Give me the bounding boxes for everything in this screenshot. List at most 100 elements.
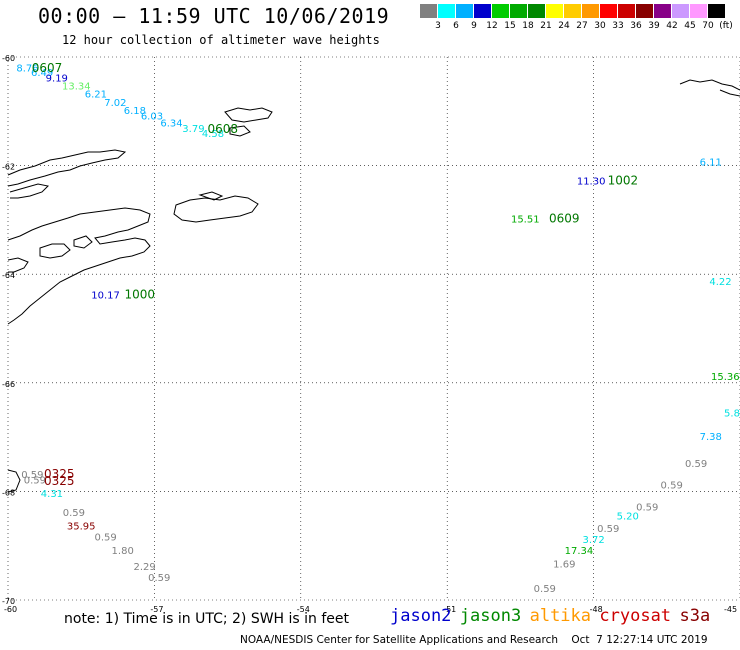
scale-swatch — [420, 4, 438, 18]
satellite-altika: altika — [529, 606, 592, 626]
scale-swatch — [636, 4, 654, 18]
swh-label: 4.31 — [41, 489, 63, 500]
swh-label: 9.19 — [46, 73, 68, 84]
swh-label: 0.59 — [636, 502, 658, 513]
lon-axis-label: -51 — [443, 605, 456, 614]
coast-segment — [7, 149, 127, 187]
footer-credit: NOAA/NESDIS Center for Satellite Applica… — [240, 634, 708, 646]
swh-label: 6.34 — [160, 119, 182, 130]
swh-label: 17.34 — [565, 546, 594, 557]
lat-axis-label: -62 — [2, 163, 15, 172]
lon-axis-label: -57 — [150, 605, 163, 614]
swh-label: 6.11 — [700, 158, 722, 169]
scale-swatch — [492, 4, 510, 18]
lat-axis-label: -70 — [2, 597, 15, 606]
swh-label: 7.02 — [104, 98, 126, 109]
coast-segment — [7, 469, 21, 493]
coastline — [7, 79, 740, 493]
satellite-cryosat: cryosat — [599, 606, 672, 626]
coast-segment — [9, 183, 50, 199]
swh-label: 8.76 — [16, 64, 38, 75]
swh-label: 3.79 — [182, 124, 204, 135]
swh-label: 6.49 — [31, 68, 53, 79]
swh-label: 0.59 — [24, 475, 46, 486]
scale-swatch — [582, 4, 600, 18]
lon-axis-label: -48 — [590, 605, 603, 614]
scale-swatch — [672, 4, 690, 18]
scale-label: 39 — [648, 21, 660, 31]
swh-label: 0.59 — [94, 532, 116, 543]
scale-swatch — [708, 4, 726, 18]
time-label: 1002 — [608, 174, 639, 188]
swh-label: 1.80 — [112, 546, 134, 557]
scale-label: 9 — [471, 21, 477, 31]
scale-label: 6 — [453, 21, 459, 31]
map-title: 00:00 – 11:59 UTC 10/06/2019 — [38, 4, 390, 28]
coast-segment — [679, 79, 740, 91]
scale-label: (ft) — [719, 21, 733, 31]
scale-label: 42 — [666, 21, 678, 31]
graticule — [7, 56, 740, 601]
swh-label: 5.20 — [617, 512, 639, 523]
coast-segment — [224, 107, 273, 123]
footer-note: note: 1) Time is in UTC; 2) SWH is in fe… — [64, 611, 350, 627]
color-scale — [420, 4, 726, 18]
scale-swatch — [528, 4, 546, 18]
scale-label: 21 — [540, 21, 552, 31]
swh-label: 4.22 — [709, 277, 731, 288]
swh-label: 0.59 — [148, 573, 170, 584]
swh-label: 6.03 — [141, 111, 163, 122]
swh-label: 0.59 — [597, 524, 619, 535]
scale-label: 27 — [576, 21, 588, 31]
scale-swatch — [600, 4, 618, 18]
scale-label: 18 — [522, 21, 534, 31]
swh-label: 0.59 — [685, 459, 707, 470]
scale-swatch — [618, 4, 636, 18]
scale-swatch — [654, 4, 672, 18]
map-subtitle: 12 hour collection of altimeter wave hei… — [62, 33, 380, 47]
swh-label: 15.51 — [511, 215, 540, 226]
lat-axis-label: -66 — [2, 380, 15, 389]
time-label: 1000 — [124, 288, 155, 302]
coast-segment — [198, 191, 224, 201]
scale-swatch — [474, 4, 492, 18]
time-label: 0325 — [44, 467, 75, 481]
lat-axis-label: -60 — [2, 54, 15, 63]
scale-label: 70 — [702, 21, 714, 31]
scale-label: 45 — [684, 21, 696, 31]
time-label: 0607 — [32, 61, 63, 75]
scale-label: 30 — [594, 21, 606, 31]
lat-axis-label: -68 — [2, 488, 15, 497]
satellite-s3a: s3a — [679, 606, 711, 626]
coast-segment — [7, 257, 29, 273]
swh-label: 3.72 — [582, 535, 604, 546]
coast-segment — [39, 243, 71, 259]
lon-axis-label: -54 — [297, 605, 310, 614]
scale-swatch — [510, 4, 528, 18]
lon-axis-label: -45 — [724, 605, 737, 614]
swh-label: 0.59 — [534, 584, 556, 595]
coast-segment — [719, 89, 740, 97]
scale-label: 12 — [486, 21, 498, 31]
satellite-jason2: jason2 — [390, 606, 452, 626]
scale-label: 15 — [504, 21, 516, 31]
time-label: 0325 — [44, 474, 75, 488]
scale-swatch — [456, 4, 474, 18]
time-label: 0608 — [207, 122, 238, 136]
swh-label: 7.38 — [700, 432, 722, 443]
scale-label: 36 — [630, 21, 642, 31]
swh-label: 1.69 — [553, 559, 575, 570]
time-label: 0609 — [549, 212, 580, 226]
swh-label: 2.29 — [134, 562, 156, 573]
coast-segment — [73, 235, 93, 249]
swh-label: 10.17 — [91, 291, 120, 302]
scale-swatch — [564, 4, 582, 18]
swh-label: 4.58 — [202, 129, 224, 140]
scale-label: 3 — [435, 21, 441, 31]
swh-label: 6.21 — [85, 90, 107, 101]
satellite-jason3: jason3 — [459, 606, 522, 626]
coast-segment — [7, 207, 151, 325]
coast-segment — [173, 195, 259, 223]
